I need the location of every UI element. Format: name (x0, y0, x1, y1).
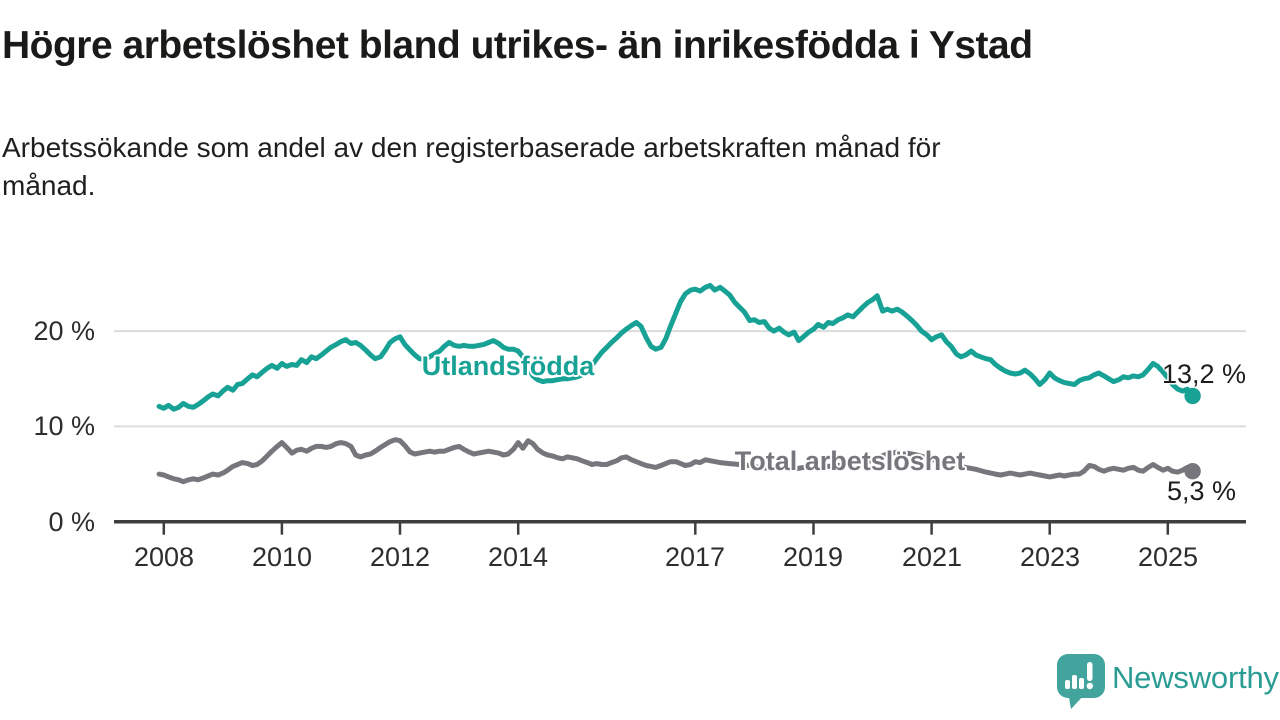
y-axis-tick-label: 20 % (33, 316, 95, 346)
end-value-label-total: 5,3 % (1167, 476, 1237, 506)
x-axis-tick-label: 2021 (901, 542, 963, 572)
y-axis-tick-label: 10 % (33, 411, 95, 441)
chart-title: Högre arbetslöshet bland utrikes- än inr… (2, 24, 1033, 67)
end-value-label-utlandsfodda: 13,2 % (1162, 359, 1247, 389)
chart-subtitle-line-1: Arbetssökande som andel av den registerb… (2, 132, 941, 163)
series-end-dot (1184, 463, 1201, 480)
x-axis-tick-label: 2017 (664, 542, 726, 572)
series-line (156, 282, 1196, 412)
series-label-total-arbetsloshet: Total arbetslöshet (734, 446, 966, 476)
series-label-utlandsfodda: Utlandsfödda (421, 351, 595, 381)
newsworthy-logo: Newsworthy (1057, 654, 1279, 714)
bar-chart-speech-bubble-icon (1057, 654, 1105, 709)
chart-subtitle-line-2: månad. (2, 170, 96, 201)
x-axis-tick-label: 2008 (133, 542, 195, 572)
newsworthy-logo-text: Newsworthy (1112, 660, 1279, 695)
x-axis-tick-label: 2014 (487, 542, 549, 572)
x-axis-tick-label: 2019 (782, 542, 844, 572)
chart-subtitle: Arbetssökande som andel av den registerb… (2, 129, 1202, 205)
x-axis-tick-label: 2025 (1137, 542, 1199, 572)
series-line (156, 437, 1196, 485)
series-end-dot (1184, 387, 1201, 405)
y-axis-tick-label: 0 % (48, 507, 95, 537)
x-axis-tick-label: 2010 (251, 542, 313, 572)
x-axis-tick-label: 2012 (369, 542, 431, 572)
x-axis-tick-label: 2023 (1019, 542, 1081, 572)
